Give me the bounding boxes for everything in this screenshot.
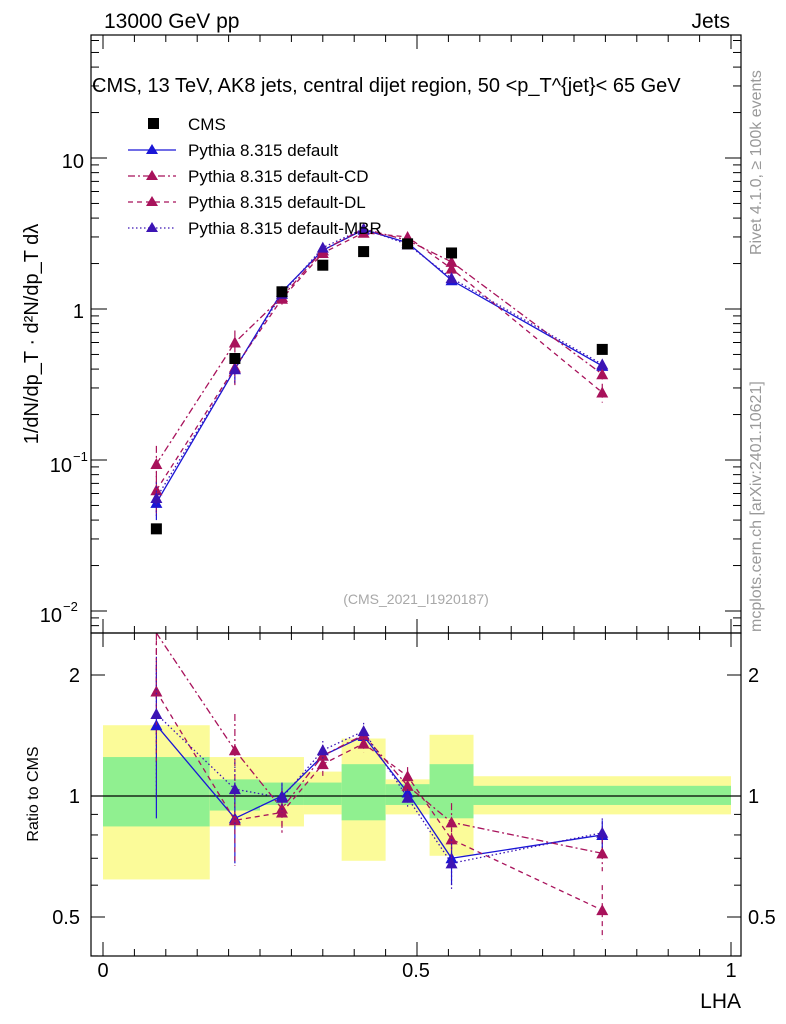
series-3-point-3 — [316, 241, 329, 253]
legend-label-cd: Pythia 8.315 default-CD — [188, 167, 369, 186]
series-3-point-1 — [228, 363, 241, 375]
series-1-point-6 — [445, 255, 458, 267]
legend-marker-cms — [148, 118, 159, 129]
y-tick-labels: 10 1 10 −1 10 −2 — [40, 151, 88, 627]
series-2-point-0 — [150, 484, 163, 496]
ratio-tick-0.5-left: 0.5 — [52, 907, 80, 929]
mcplots-label: mcplots.cern.ch [arXiv:2401.10621] — [748, 381, 765, 632]
x-tick-label-0: 0 — [97, 960, 108, 982]
legend-marker-default — [146, 144, 158, 154]
legend: CMS Pythia 8.315 default Pythia 8.315 de… — [128, 115, 382, 238]
y-tick-label-10: 10 — [62, 151, 84, 173]
chart-marks — [150, 222, 609, 940]
ratio-tick-2-left: 2 — [69, 665, 80, 687]
ratio-tick-2-right: 2 — [748, 665, 759, 687]
series-line-1 — [155, 228, 603, 465]
ratio-2-point-4 — [357, 737, 370, 749]
y-tick-label-0.01-exp: −2 — [63, 599, 78, 614]
y-tick-label-0.1-exp: −1 — [73, 449, 88, 464]
ratio-plot-frame — [90, 632, 742, 957]
series-1-point-0 — [150, 458, 163, 470]
y-tick-label-0.01-base: 10 — [40, 605, 62, 627]
x-axis-label: LHA — [700, 990, 741, 1013]
ratio-3-point-5 — [401, 791, 414, 803]
series-2-point-6 — [445, 262, 458, 274]
ratio-line-2 — [155, 691, 603, 911]
legend-marker-cd — [146, 170, 158, 180]
legend-label-mbr: Pythia 8.315 default-MBR — [188, 219, 382, 238]
legend-label-dl: Pythia 8.315 default-DL — [188, 193, 366, 212]
ratio-tick-0.5-right: 0.5 — [748, 907, 776, 929]
series-line-3 — [155, 228, 603, 499]
ratio-band-inner-3 — [303, 782, 342, 805]
cms-point-6 — [446, 247, 458, 259]
cms-point-1 — [229, 353, 241, 365]
y-axis-label: 1/dN/dp_T · d²N/dp_T dλ — [21, 224, 43, 445]
analysis-watermark: (CMS_2021_I1920187) — [343, 591, 489, 607]
ratio-1-point-1 — [228, 744, 241, 756]
chart-title: CMS, 13 TeV, AK8 jets, central dijet reg… — [92, 75, 681, 97]
ratio-2-point-6 — [445, 833, 458, 845]
ratio-tick-1-right: 1 — [748, 786, 759, 808]
series-line-2 — [155, 232, 603, 491]
ratio-tick-1-left: 1 — [69, 786, 80, 808]
ratio-y-tick-labels: 0.5 1 2 0.5 1 2 — [52, 665, 776, 929]
x-tick-label-1: 1 — [725, 960, 736, 982]
ratio-1-point-7 — [596, 847, 609, 859]
cms-point-2 — [276, 286, 288, 298]
ratio-band-inner-6 — [429, 764, 474, 819]
series-1-point-1 — [228, 336, 241, 348]
ratio-2-point-0 — [150, 685, 163, 697]
series-3-point-7 — [596, 358, 609, 370]
ratio-3-point-2 — [275, 791, 288, 803]
ratio-3-point-4 — [357, 725, 370, 737]
rivet-label: Rivet 4.1.0, ≥ 100k events — [748, 70, 765, 255]
series-line-0 — [155, 229, 603, 504]
legend-label-cms: CMS — [188, 115, 226, 134]
ratio-band-inner-7 — [473, 785, 731, 805]
ratio-3-point-0 — [150, 707, 163, 719]
cms-point-3 — [317, 259, 329, 271]
ratio-3-point-6 — [445, 857, 458, 869]
ratio-2-point-5 — [401, 770, 414, 782]
header-right: Jets — [691, 10, 730, 33]
ratio-band-inner-4 — [341, 764, 386, 821]
ratio-2-point-7 — [596, 904, 609, 916]
x-tick-label-0.5: 0.5 — [402, 960, 430, 982]
series-3-point-4 — [357, 222, 370, 234]
header-left: 13000 GeV pp — [104, 10, 239, 33]
ratio-y-axis-label: Ratio to CMS — [25, 746, 42, 841]
ratio-uncertainty-bands — [103, 725, 731, 880]
legend-label-default: Pythia 8.315 default — [188, 141, 339, 160]
ratio-2-point-2 — [275, 806, 288, 818]
ratio-line-1 — [155, 632, 603, 854]
x-tick-labels: 0 0.5 1 — [97, 960, 736, 982]
cms-point-0 — [150, 523, 162, 535]
series-1-point-7 — [596, 368, 609, 380]
ratio-3-point-7 — [596, 826, 609, 838]
series-2-point-7 — [596, 386, 609, 398]
series-3-point-6 — [445, 272, 458, 284]
cms-point-5 — [402, 238, 414, 250]
ratio-3-point-3 — [316, 744, 329, 756]
y-tick-label-1: 1 — [73, 301, 84, 323]
cms-point-4 — [358, 246, 370, 258]
ratio-2-point-3 — [316, 758, 329, 770]
series-3-point-0 — [150, 492, 163, 504]
ratio-3-point-1 — [228, 783, 241, 795]
legend-marker-dl — [146, 196, 158, 206]
legend-marker-mbr — [146, 222, 158, 232]
ratio-line-3 — [155, 713, 603, 865]
axis-ticks — [91, 35, 741, 957]
y-tick-label-0.1-base: 10 — [50, 455, 72, 477]
cms-point-7 — [596, 343, 608, 355]
